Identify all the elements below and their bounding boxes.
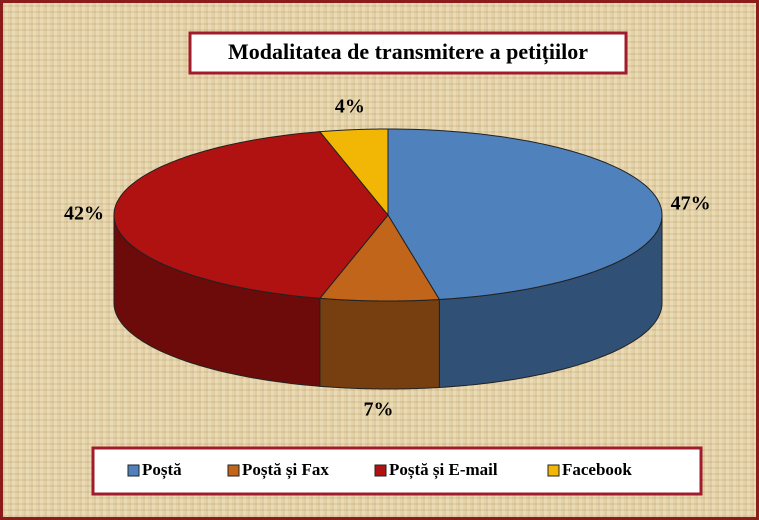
data-label: 7% — [363, 399, 393, 421]
legend-label: Poștă și E-mail — [389, 460, 498, 480]
title-box — [188, 31, 628, 75]
legend-swatch — [547, 464, 560, 477]
legend-label: Poștă și Fax — [242, 460, 329, 480]
data-label: 42% — [64, 203, 104, 225]
legend-swatch — [227, 464, 240, 477]
pie-slice — [318, 128, 389, 217]
data-label: 47% — [671, 192, 711, 214]
pie-slice — [113, 131, 389, 299]
data-label: 4% — [335, 95, 365, 117]
pie-slice — [387, 128, 663, 300]
pie-side — [319, 297, 440, 390]
legend-box — [91, 446, 703, 496]
legend-label: Poștă — [142, 460, 182, 480]
legend-swatch — [374, 464, 387, 477]
legend-label: Facebook — [562, 460, 632, 479]
pie-slice — [318, 214, 441, 302]
legend-swatch — [127, 464, 140, 477]
chart-title: Modalitatea de transmitere a petițiilor — [228, 39, 588, 65]
